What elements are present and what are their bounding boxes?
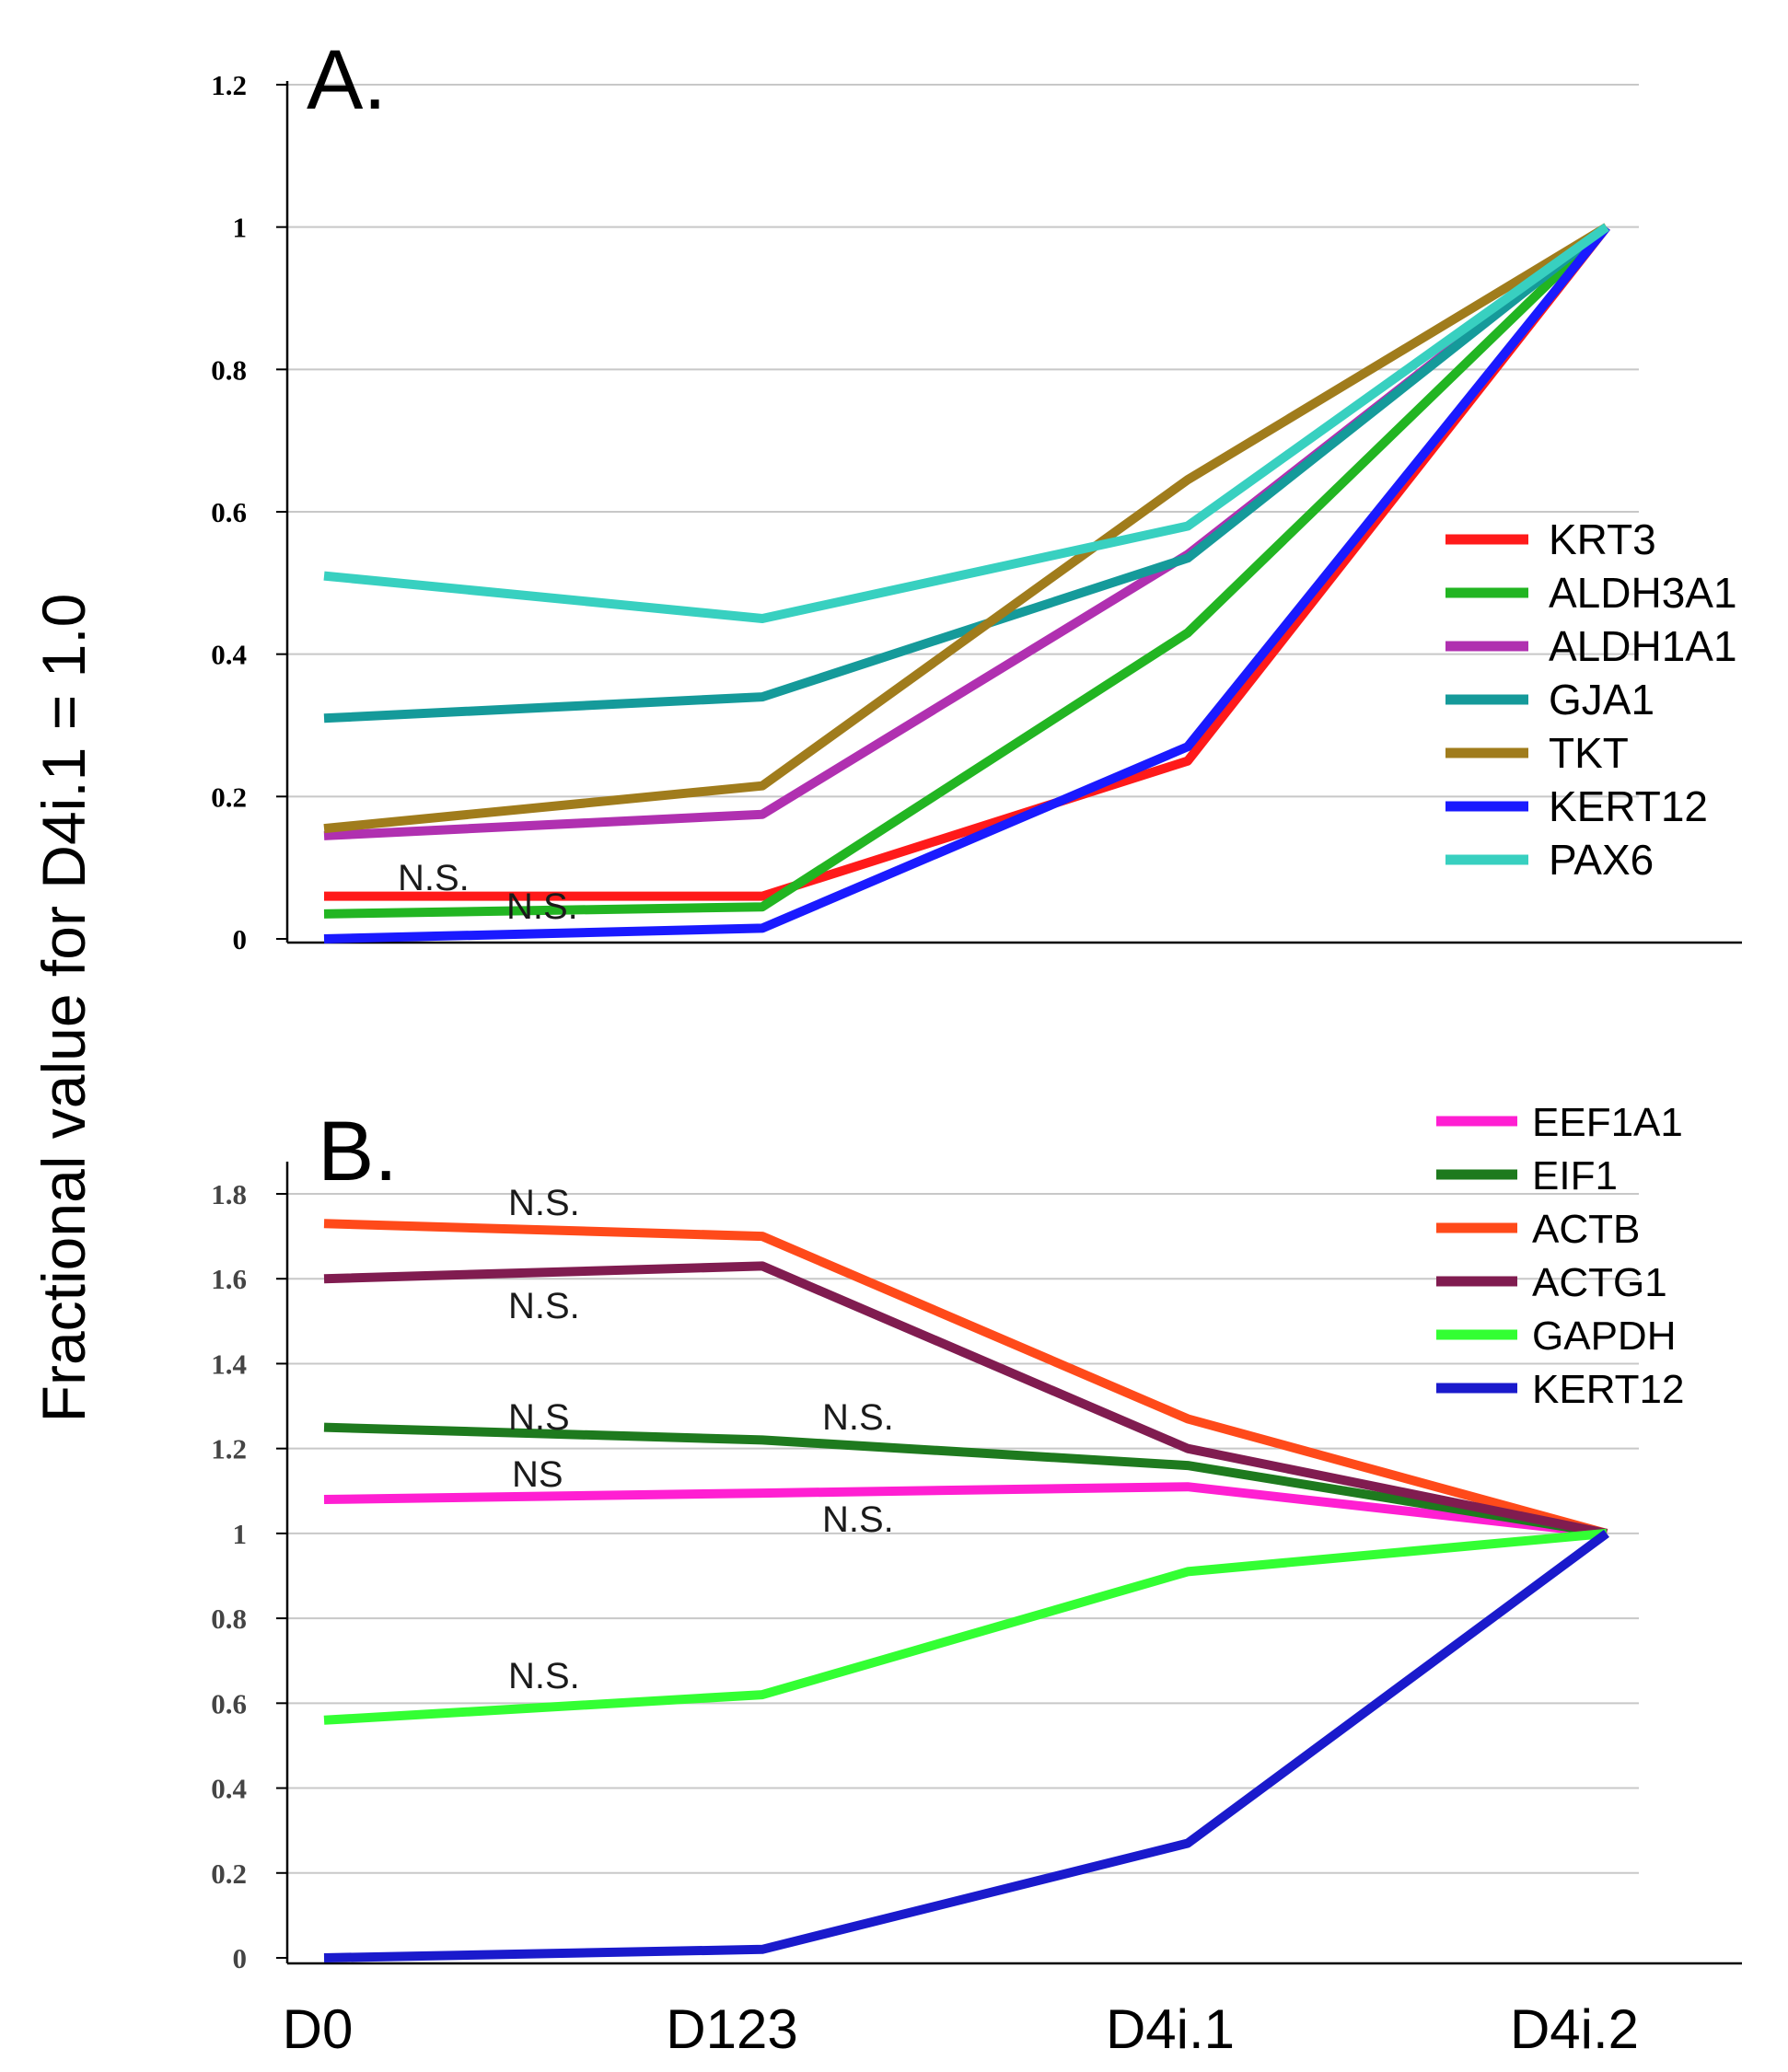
- panel-b-legend-label: EIF1: [1532, 1153, 1618, 1198]
- panel-b-y-tick-label: 0.2: [211, 1858, 247, 1890]
- panel-a-legend-label: ALDH1A1: [1549, 622, 1737, 670]
- panel-b-y-tick-label: 1.2: [211, 1433, 247, 1465]
- panel-b-y-ticks: 0 0.2 0.4 0.6 0.8 1 1.2 1.4 1.6 1.8: [211, 1178, 287, 1974]
- panel-b-series-eef1a1: [323, 1482, 1608, 1538]
- panel-a-legend-label: KRT3: [1549, 515, 1656, 563]
- panel-b-annotation-5: N.S.: [822, 1397, 894, 1438]
- panel-b-series-eif1: [323, 1422, 1608, 1538]
- panel-a-y-tick-label: 0.6: [211, 496, 247, 528]
- panel-b-legend-label: KERT12: [1532, 1367, 1685, 1412]
- panel-a-y-tick-label: 1: [233, 212, 248, 244]
- panel-a-annotation-2: N.S.: [506, 886, 578, 927]
- y-axis-label: Fractional value for D4i.1 = 1.0: [29, 594, 98, 1423]
- panel-a-gridlines: [287, 84, 1639, 798]
- panel-b-annotation-2: N.S.: [508, 1286, 580, 1326]
- panel-b-y-tick-label: 0: [233, 1942, 248, 1974]
- x-tick-label: D0: [283, 1998, 354, 2060]
- panel-a-y-ticks: 0 0.2 0.4 0.6 0.8 1 1.2: [211, 69, 287, 955]
- panel-a-label: A.: [307, 33, 387, 127]
- x-tick-label: D4i.2: [1510, 1998, 1639, 2060]
- panel-a-legend: KRT3 ALDH3A1 ALDH1A1 GJA1 TKT KERT12 PAX6: [1445, 515, 1737, 884]
- x-tick-label: D4i.1: [1106, 1998, 1235, 2060]
- panel-b-series-actg1: [323, 1261, 1608, 1538]
- panel-a-series-kert12: [323, 224, 1610, 943]
- panel-a-legend-label: TKT: [1549, 729, 1629, 777]
- panel-b-series: [323, 1219, 1609, 1962]
- panel-a-legend-label: PAX6: [1549, 836, 1654, 884]
- panel-b-annotation-4: NS: [512, 1454, 563, 1495]
- panel-a-y-tick-label: 0.2: [211, 781, 247, 813]
- panel-b-y-tick-label: 1.4: [211, 1348, 247, 1380]
- panel-b-legend-label: GAPDH: [1532, 1314, 1676, 1359]
- panel-b-series-actb: [323, 1219, 1608, 1538]
- panel-a-annotation-1: N.S.: [398, 858, 470, 898]
- x-tick-label: D123: [666, 1998, 797, 2060]
- panel-b-gridlines: [287, 1193, 1639, 1874]
- panel-b-y-tick-label: 1.6: [211, 1263, 247, 1295]
- x-axis-ticks: D0 D123 D4i.1 D4i.2: [283, 1998, 1639, 2060]
- panel-a-series: [323, 223, 1610, 943]
- panel-b-legend-label: EEF1A1: [1532, 1100, 1683, 1145]
- panel-b-y-tick-label: 1: [233, 1518, 248, 1550]
- panel-b-annotation-3: N.S: [508, 1397, 570, 1438]
- panel-b-y-tick-label: 1.8: [211, 1178, 247, 1210]
- panel-a-y-tick-label: 0: [233, 923, 248, 955]
- panel-a-legend-label: GJA1: [1549, 676, 1654, 723]
- panel-a-y-tick-label: 0.8: [211, 353, 247, 386]
- panel-b-annotation-6: N.S.: [822, 1499, 894, 1540]
- panel-b: 00.20.40.60.811.21.41.61.8 B. N.S. N.S. …: [211, 1100, 1742, 2060]
- panel-a: 0 0.2 0.4 0.6 0.8 1 1.2 A. N.S. N.S. KRT3 ALDH3…: [211, 33, 1742, 955]
- panel-a-y-tick-label: 1.2: [211, 69, 247, 101]
- panel-b-y-tick-label: 0.8: [211, 1603, 247, 1635]
- panel-b-annotation-1: N.S.: [508, 1183, 580, 1223]
- panel-a-legend-label: KERT12: [1549, 782, 1708, 830]
- panel-b-y-tick-label: 0.6: [211, 1687, 247, 1719]
- panel-b-series-kert12: [323, 1529, 1609, 1962]
- panel-b-label: B.: [318, 1105, 398, 1198]
- panel-b-legend-label: ACTB: [1532, 1207, 1640, 1252]
- panel-b-y-tick-label: 0.4: [211, 1773, 247, 1805]
- panel-a-series-pax6: [323, 223, 1609, 623]
- panel-b-annotation-7: N.S.: [508, 1656, 580, 1696]
- panel-b-legend-label: ACTG1: [1532, 1260, 1667, 1305]
- panel-a-series-tkt: [323, 223, 1609, 834]
- panel-a-series-aldh1a1: [323, 223, 1610, 840]
- panel-a-y-tick-label: 0.4: [211, 639, 247, 671]
- panel-b-legend: EEF1A1 EIF1 ACTB ACTG1 GAPDH KERT12: [1436, 1100, 1685, 1412]
- panel-b-series-gapdh: [323, 1528, 1608, 1725]
- panel-a-legend-label: ALDH3A1: [1549, 569, 1737, 617]
- panel-a-series-aldh3a1: [323, 224, 1610, 919]
